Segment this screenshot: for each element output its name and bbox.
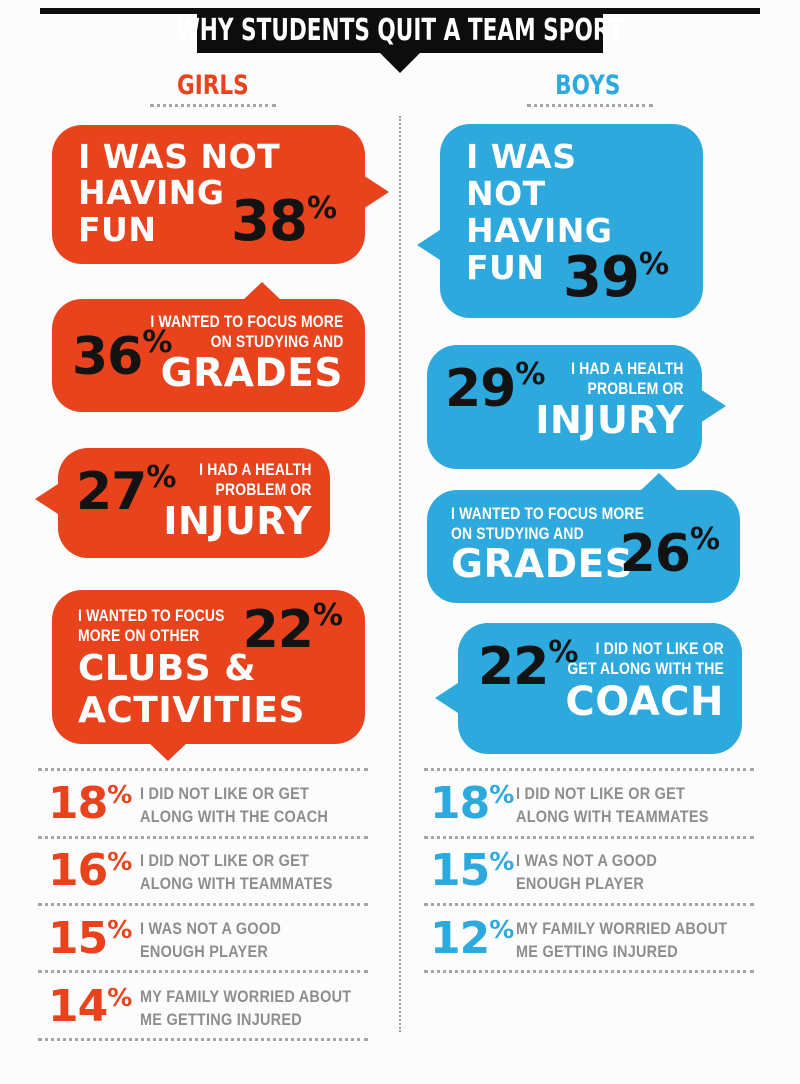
list-reason-text: MY FAMILY WORRIED ABOUT ME GETTING INJUR… xyxy=(516,919,728,961)
percent-sign: % xyxy=(489,847,515,876)
bubble-tail-right xyxy=(363,175,389,209)
list-separator xyxy=(424,768,754,771)
list-percent-value: 15% xyxy=(430,845,515,896)
list-separator xyxy=(38,768,368,771)
bubble-reason-text: I WANTED TO FOCUS MORE ON STUDYING AND xyxy=(451,504,645,544)
bubble-percent-value: 26% xyxy=(619,522,720,584)
bubble-reason-text: I HAD A HEALTH PROBLEM OR INJURY xyxy=(163,460,312,543)
list-percent-value: 14% xyxy=(48,981,133,1032)
title-banner: WHY STUDENTS QUIT A TEAM SPORT xyxy=(176,8,624,53)
list-separator xyxy=(38,1038,368,1041)
bubble-percent-value: 22% xyxy=(242,598,343,660)
percent-sign: % xyxy=(142,325,173,360)
boys-bubble-injury: 29% I HAD A HEALTH PROBLEM OR INJURY xyxy=(427,345,726,469)
percent-sign: % xyxy=(489,780,515,809)
list-separator xyxy=(424,970,754,973)
bubble-tail-right xyxy=(700,389,726,423)
percent-sign: % xyxy=(107,780,133,809)
list-separator xyxy=(424,903,754,906)
bubble-tail-up xyxy=(639,473,679,492)
bubble-percent-value: 27% xyxy=(76,460,177,522)
list-percent-value: 18% xyxy=(430,778,515,829)
bubble-reason-text: I WAS NOT HAVING FUN xyxy=(78,137,281,249)
bubble-percent-value: 29% xyxy=(445,357,546,419)
list-percent-value: 16% xyxy=(48,845,133,896)
bubble-percent-value: 38% xyxy=(231,189,337,254)
list-separator xyxy=(424,836,754,839)
percent-sign: % xyxy=(146,460,177,495)
list-reason-text: I DID NOT LIKE OR GET ALONG WITH TEAMMAT… xyxy=(516,784,709,826)
percent-sign: % xyxy=(107,847,133,876)
bubble-reason-text: I WANTED TO FOCUS MORE ON STUDYING AND G… xyxy=(149,312,343,396)
list-reason-text: I WAS NOT A GOOD ENOUGH PLAYER xyxy=(516,851,658,893)
list-separator xyxy=(38,836,368,839)
column-header-girls: GIRLS xyxy=(177,70,249,101)
girls-bubble-grades: 36% I WANTED TO FOCUS MORE ON STUDYING A… xyxy=(52,282,365,412)
percent-sign: % xyxy=(107,983,133,1012)
bubble-reason-text: I HAD A HEALTH PROBLEM OR INJURY xyxy=(535,359,684,442)
page-title: WHY STUDENTS QUIT A TEAM SPORT xyxy=(176,13,624,48)
boys-bubble-coach: 22% I DID NOT LIKE OR GET ALONG WITH THE… xyxy=(435,623,742,754)
bubble-tail-left xyxy=(435,681,461,715)
list-percent-value: 12% xyxy=(430,913,515,964)
girls-bubble-not-having-fun: I WAS NOT HAVING FUN 38% xyxy=(52,125,389,264)
top-rule-left xyxy=(40,8,198,14)
percent-sign: % xyxy=(548,635,579,670)
column-divider xyxy=(399,116,401,1032)
bubble-percent-value: 39% xyxy=(563,245,669,310)
percent-sign: % xyxy=(638,247,669,282)
bubble-reason-text: I WAS NOT HAVING FUN xyxy=(466,137,613,287)
percent-sign: % xyxy=(489,915,515,944)
list-reason-text: I DID NOT LIKE OR GET ALONG WITH THE COA… xyxy=(140,784,329,826)
boys-bubble-grades: I WANTED TO FOCUS MORE ON STUDYING AND G… xyxy=(427,473,740,603)
bubble-tail-down xyxy=(148,742,188,761)
list-reason-text: I DID NOT LIKE OR GET ALONG WITH TEAMMAT… xyxy=(140,851,333,893)
bubble-tail-left xyxy=(35,482,61,516)
top-rule-right xyxy=(602,8,760,14)
list-separator xyxy=(38,903,368,906)
girls-header-underline xyxy=(150,104,276,107)
percent-sign: % xyxy=(306,191,337,226)
percent-sign: % xyxy=(312,598,343,633)
percent-sign: % xyxy=(515,357,546,392)
column-header-boys: BOYS xyxy=(555,70,621,101)
boys-bubble-not-having-fun: I WAS NOT HAVING FUN 39% xyxy=(417,124,703,318)
bubble-tail-up xyxy=(242,282,282,301)
percent-sign: % xyxy=(689,522,720,557)
percent-sign: % xyxy=(107,915,133,944)
bubble-percent-value: 36% xyxy=(72,325,173,387)
list-percent-value: 18% xyxy=(48,778,133,829)
list-separator xyxy=(38,970,368,973)
bubble-percent-value: 22% xyxy=(478,635,579,697)
banner-pointer-icon xyxy=(380,53,420,73)
list-reason-text: MY FAMILY WORRIED ABOUT ME GETTING INJUR… xyxy=(140,987,352,1029)
boys-header-underline xyxy=(527,104,653,107)
girls-bubble-injury: 27% I HAD A HEALTH PROBLEM OR INJURY xyxy=(35,448,330,558)
bubble-reason-big-text: CLUBS & ACTIVITIES xyxy=(78,648,305,732)
bubble-reason-text: I DID NOT LIKE OR GET ALONG WITH THE COA… xyxy=(565,639,724,725)
bubble-reason-big-text: GRADES xyxy=(451,542,634,587)
bubble-reason-text: I WANTED TO FOCUS MORE ON OTHER xyxy=(78,606,225,646)
list-reason-text: I WAS NOT A GOOD ENOUGH PLAYER xyxy=(140,919,282,961)
bubble-tail-left xyxy=(417,228,443,262)
list-percent-value: 15% xyxy=(48,913,133,964)
girls-bubble-clubs-activities: I WANTED TO FOCUS MORE ON OTHER 22% CLUB… xyxy=(52,590,365,761)
